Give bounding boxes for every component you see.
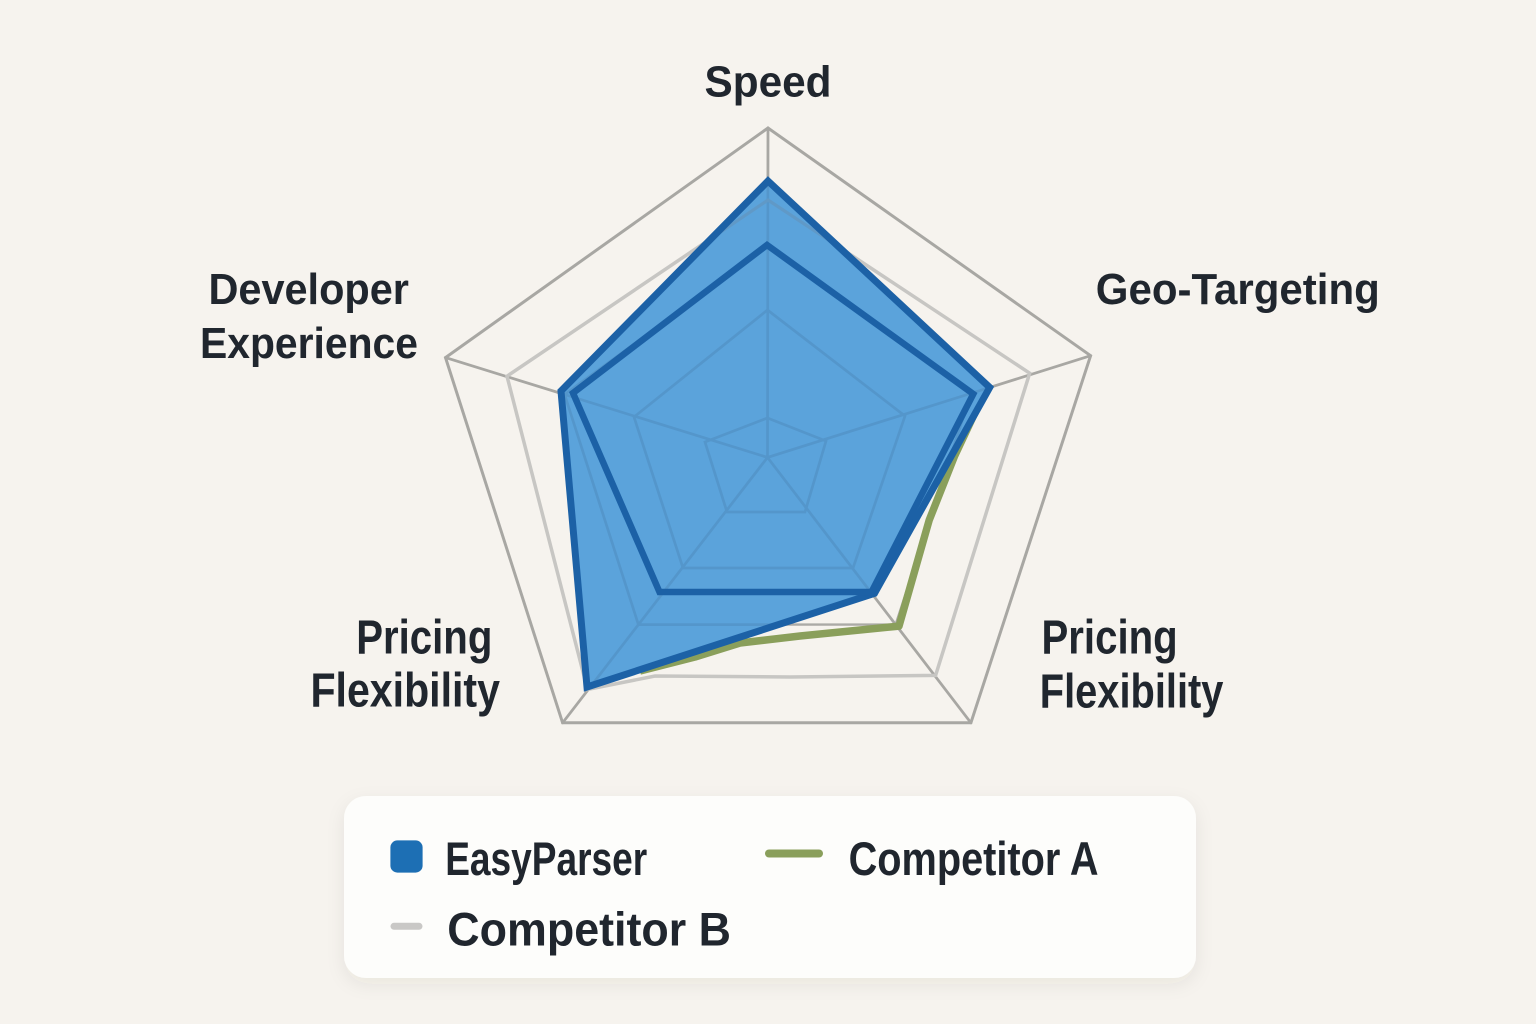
svg-text:Flexibility: Flexibility	[310, 665, 500, 718]
svg-text:Developer: Developer	[208, 265, 409, 314]
svg-text:Pricing: Pricing	[356, 611, 492, 664]
svg-text:Pricing: Pricing	[1042, 611, 1178, 664]
svg-text:Experience: Experience	[200, 319, 418, 368]
svg-text:EasyParser: EasyParser	[445, 832, 647, 885]
svg-text:Flexibility: Flexibility	[1040, 666, 1224, 719]
svg-text:Geo-Targeting: Geo-Targeting	[1096, 265, 1380, 314]
svg-text:Competitor B: Competitor B	[447, 903, 731, 956]
svg-text:Speed: Speed	[705, 57, 832, 106]
svg-text:Competitor A: Competitor A	[849, 832, 1099, 885]
